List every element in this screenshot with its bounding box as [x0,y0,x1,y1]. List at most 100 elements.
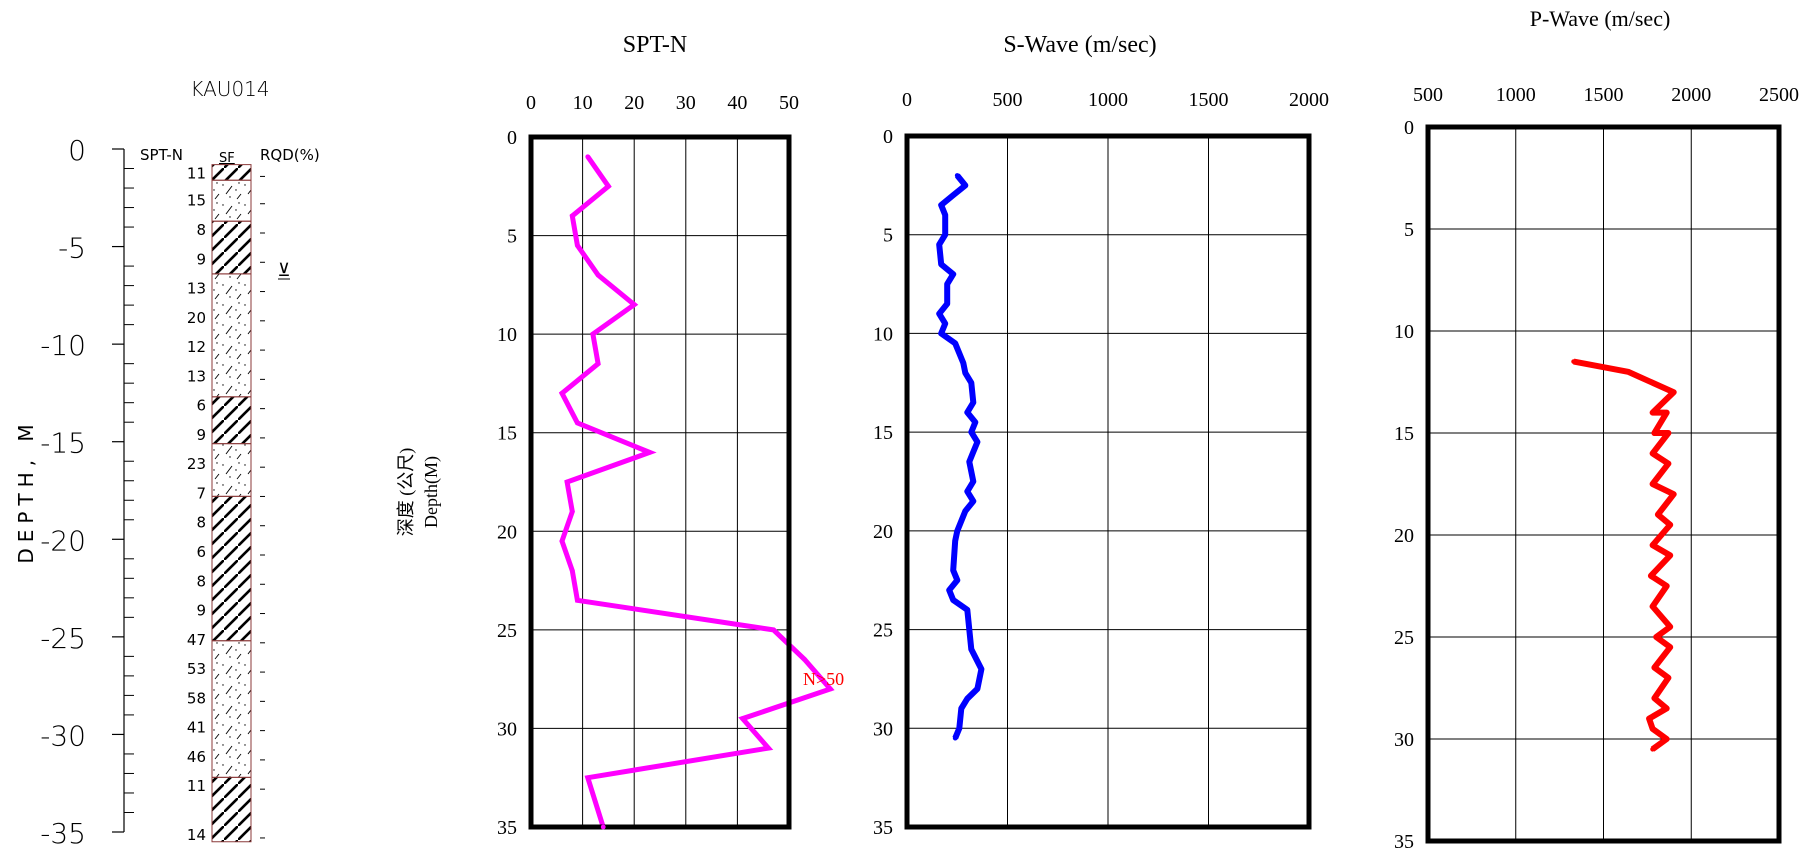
log-spt-value: 41 [187,719,206,737]
s-wave-data-point [966,459,972,465]
s-wave-data-point [968,469,974,475]
spt-n-data-point [590,331,596,337]
spt-n-y-ticks: 0 5 10 15 20 25 30 35 [497,127,517,839]
s-wave-data-point [968,646,974,652]
spt-n-x-tick-label: 0 [526,92,536,114]
spt-n-x-tick-label: 20 [624,92,644,114]
s-wave-data-point [938,202,944,208]
s-wave-y-tick-label: 20 [873,521,893,543]
s-wave-y-tick-label: 35 [873,817,893,839]
log-spt-value: 9 [196,602,206,620]
log-spt-value: 9 [196,250,206,268]
s-wave-grid [906,135,1310,828]
s-wave-data-point [950,597,956,603]
spt-n-chart-title: SPT-N [623,32,687,58]
spt-n-data-point [600,824,606,830]
spt-n-data-point [740,716,745,721]
p-wave-data-point [1648,573,1654,579]
log-spt-value: 8 [196,572,206,590]
s-wave-data-point [970,479,976,484]
p-wave-x-tick-label: 2000 [1671,84,1711,106]
p-wave-x-tick-label: 500 [1413,84,1443,106]
s-wave-chart: S-Wave (m/sec) 0 500 1000 1500 2000 0 5 10 15 20… [873,32,1329,839]
s-wave-data-point [974,439,980,445]
s-wave-data-point [952,340,958,346]
p-wave-data-point [1651,430,1657,436]
p-wave-y-ticks: 0 5 10 15 20 25 30 35 [1394,117,1414,850]
s-wave-data-point [952,735,958,741]
log-spt-value: 11 [187,164,206,182]
log-spt-value: 6 [196,397,206,415]
log-spt-value: 47 [187,631,206,649]
p-wave-data-point [1667,553,1673,558]
spt-n-data-point [564,479,570,485]
spt-n-data-point [631,302,637,307]
log-y-axis-label: DEPTH, M [14,418,38,563]
spt-n-data-point [569,213,575,219]
soil-layer-sand [211,179,252,222]
p-wave-series-line [1573,358,1677,752]
p-wave-chart-title: P-Wave (m/sec) [1530,6,1671,31]
borehole-title: KAU014 [190,77,269,101]
s-wave-data-point [978,666,984,672]
s-wave-frame [904,133,1312,830]
p-wave-data-point [1650,542,1656,548]
p-wave-data-point [1671,491,1677,497]
p-wave-data-point [1664,583,1670,589]
p-wave-data-point [1667,624,1673,630]
s-wave-data-point [954,173,960,178]
s-wave-data-point [952,538,958,544]
log-spt-value: 8 [196,514,206,532]
log-y-tick-label: -25 [40,622,86,655]
p-wave-x-tick-label: 1000 [1496,84,1536,106]
p-wave-data-point [1655,512,1661,517]
s-wave-data-point [970,498,976,504]
p-wave-data-point [1664,736,1670,742]
s-wave-data-point [942,321,948,326]
spt-n-y-tick-label: 20 [497,521,517,543]
s-wave-data-point [942,232,948,238]
s-wave-data-point [946,587,952,593]
p-wave-y-tick-label: 25 [1394,627,1414,649]
log-layer-group [211,164,252,843]
depth-label-chinese: 深度 (公尺) [396,448,417,537]
soil-layer-clay [211,164,252,181]
spt-n-data-point [569,509,575,514]
s-wave-x-ticks: 0 500 1000 1500 2000 [902,89,1329,111]
s-wave-series-line [936,173,985,740]
s-wave-data-point [938,261,944,267]
log-y-tick-label: -35 [40,817,86,850]
log-spt-values: 11 15 8 9 13 20 12 13 6 9 23 7 8 6 8 9 47 53 58 41 46 11 14 [187,164,265,844]
s-wave-x-tick-label: 0 [902,89,912,111]
s-wave-data-point [964,696,970,702]
soil-layer-clay [211,396,252,445]
s-wave-y-tick-label: 25 [873,620,893,642]
soil-layer-sand [211,443,252,497]
s-wave-data-point [954,528,960,534]
spt-n-data-point [575,243,580,248]
s-wave-chart-title: S-Wave (m/sec) [1003,32,1156,58]
spt-n-x-tick-label: 30 [676,92,696,114]
borehole-log-panel: KAU014 DEPTH, M SPT-N SF RQD(%) 0 -5 -10 -1… [14,77,320,850]
log-spt-value: 20 [187,309,206,327]
spt-n-chart: SPT-N 0 10 20 30 40 50 0 5 10 15 20 25 30 35 N>50 [497,32,844,839]
spt-n-data-point [575,420,580,426]
p-wave-data-point [1667,644,1673,650]
log-y-tick-label: -10 [40,329,86,362]
s-wave-data-point [966,627,972,632]
s-wave-data-point [974,686,980,692]
log-spt-value: 46 [187,748,206,766]
s-wave-data-point [970,400,976,405]
spt-n-y-tick-label: 15 [497,423,517,445]
spt-n-x-tick-label: 50 [779,92,799,114]
p-wave-data-point [1667,522,1673,528]
s-wave-data-point [968,380,974,386]
log-spt-value: 14 [187,826,206,844]
p-wave-y-tick-label: 20 [1394,525,1414,547]
spt-n-data-point [575,597,580,603]
s-wave-x-tick-label: 2000 [1289,89,1329,111]
p-wave-data-point [1571,359,1577,364]
p-wave-data-point [1650,410,1656,415]
spt-n-y-tick-label: 5 [507,226,517,248]
